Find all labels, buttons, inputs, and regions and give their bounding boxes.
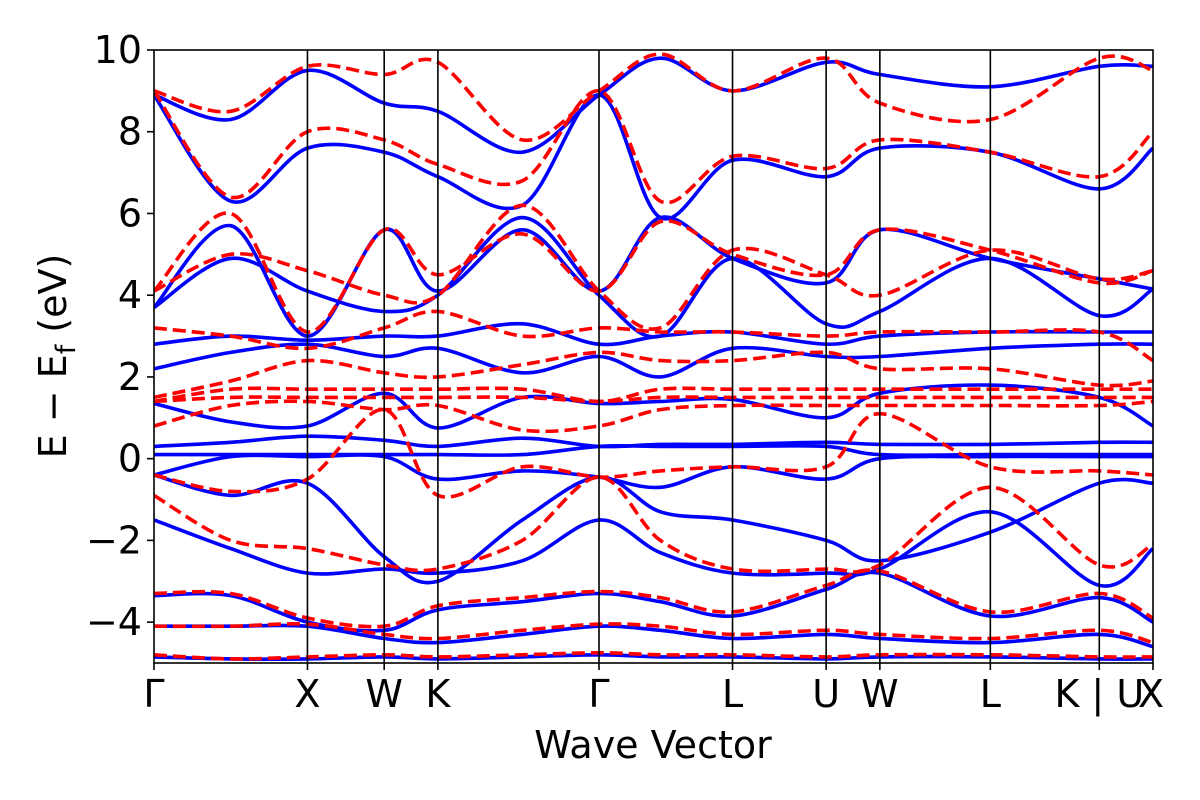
band-line-dashed [154, 350, 1153, 400]
band-line-dashed [154, 386, 1153, 404]
y-tick-label: 6 [118, 191, 142, 235]
band-line-solid [154, 56, 1153, 155]
y-tick-label: 4 [118, 273, 142, 317]
band-line-dashed [154, 475, 1153, 574]
series-solid [154, 56, 1153, 661]
y-tick-label: 8 [118, 110, 142, 154]
x-tick-label: W [861, 672, 899, 716]
band-line-dashed [154, 568, 1153, 629]
plot-frame [153, 49, 1154, 664]
band-line-solid [154, 473, 1153, 585]
band-line-solid [154, 342, 1153, 379]
band-line-dashed [154, 309, 1153, 363]
band-line-dashed [154, 395, 1153, 404]
high-symmetry-lines [306, 50, 1101, 663]
band-line-solid [154, 215, 1153, 339]
band-line-dashed [154, 407, 1153, 499]
band-line-solid [154, 653, 1153, 661]
band-line-solid [154, 383, 1153, 430]
x-tick-label: K | U [1054, 672, 1144, 717]
y-tick-label: −4 [86, 600, 142, 644]
band-line-dashed [154, 52, 1153, 142]
y-tick-label: −2 [86, 518, 142, 562]
x-tick-label: Γ [143, 672, 164, 716]
band-line-solid [154, 434, 1153, 449]
band-line-solid [154, 215, 1153, 338]
band-line-dashed [154, 211, 1153, 334]
x-tick-label: X [1138, 672, 1164, 716]
y-tick-label: 2 [118, 355, 142, 399]
y-axis-title: E − Ef (eV) [31, 254, 82, 459]
y-axis-title-main: E − E [31, 354, 75, 458]
x-tick-label: L [980, 672, 1001, 716]
y-tick-label: 0 [118, 437, 142, 481]
y-axis-title-subscript: f [51, 343, 82, 354]
x-tick-label: L [722, 672, 743, 716]
band-line-dashed [154, 89, 1153, 205]
band-line-solid [154, 443, 1153, 457]
y-tick-label: 10 [94, 28, 142, 72]
band-line-solid [154, 93, 1153, 221]
x-tick-label: K [425, 672, 451, 716]
x-tick-label: X [294, 672, 320, 716]
bands-layer [154, 52, 1153, 661]
band-line-dashed [154, 622, 1153, 645]
x-tick-label: Γ [588, 672, 609, 716]
band-line-dashed [154, 651, 1153, 661]
x-tick-label: W [365, 672, 403, 716]
band-line-solid [154, 623, 1153, 649]
y-axis-title-unit: (eV) [31, 254, 75, 345]
band-line-dashed [154, 203, 1153, 331]
band-line-solid [154, 570, 1153, 633]
series-dashed [154, 52, 1153, 661]
x-tick-label: U [812, 672, 840, 716]
y-axis-ticks: −4 −2 0 2 4 6 8 10 [86, 28, 154, 644]
x-axis-title: Wave Vector [534, 723, 772, 767]
band-line-dashed [154, 399, 1153, 434]
